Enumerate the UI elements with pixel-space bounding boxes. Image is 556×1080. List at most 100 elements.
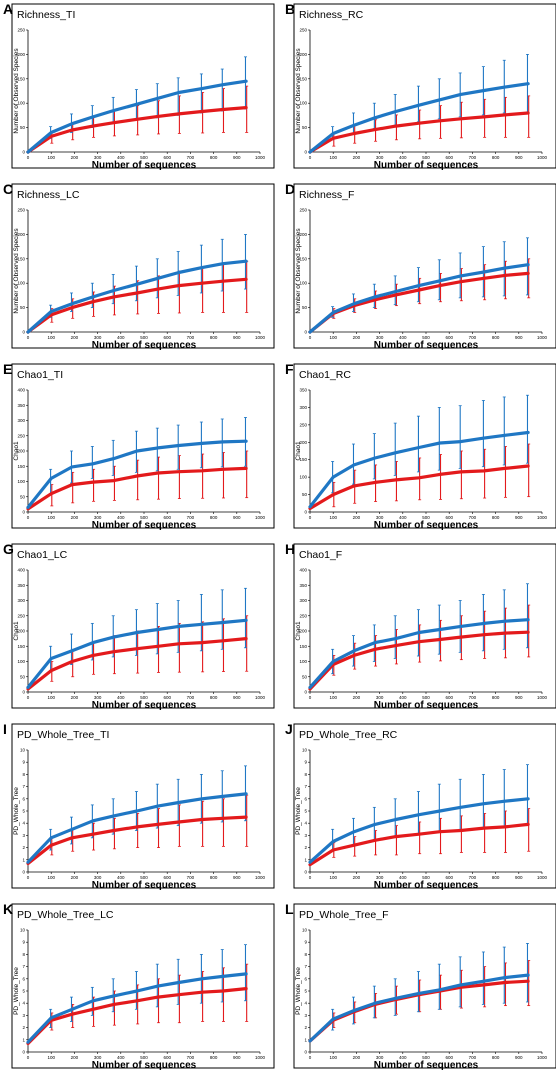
x-tick-label: 500 — [140, 155, 148, 160]
y-tick-label: 150 — [299, 644, 307, 649]
y-tick-label: 400 — [299, 568, 307, 573]
panel-c: C Richness_LC0 100 200 300 400 500 600 700 800 900… — [3, 181, 275, 351]
x-tick-label: 400 — [117, 515, 125, 520]
x-tick-label: 900 — [233, 875, 241, 880]
y-tick-label: 9 — [304, 940, 307, 945]
y-tick-label: 6 — [304, 976, 307, 981]
x-tick-label: 900 — [233, 155, 241, 160]
x-tick-label: 100 — [47, 515, 55, 520]
x-tick-label: 800 — [210, 155, 218, 160]
y-tick-label: 9 — [22, 760, 25, 765]
x-tick-label: 100 — [329, 875, 337, 880]
series-line-blue — [26, 439, 248, 509]
x-tick-label: 300 — [94, 695, 102, 700]
y-axis-label: Chao1 — [13, 621, 20, 641]
y-axis-label: PD_Whole_Tree — [295, 967, 302, 1015]
x-tick-label: 0 — [27, 155, 30, 160]
x-tick-label: 700 — [469, 155, 477, 160]
panel-letter: K — [3, 901, 13, 917]
panel-title: Chao1_LC — [17, 549, 68, 561]
y-tick-label: 100 — [17, 281, 25, 286]
panel-b: B Richness_RC0 100 200 300 400 500 600 700 800 900… — [285, 1, 556, 171]
x-tick-label: 0 — [309, 515, 312, 520]
x-tick-label: 200 — [71, 695, 79, 700]
y-tick-label: 200 — [299, 52, 307, 57]
series-line-red — [308, 464, 530, 511]
y-tick-label: 50 — [20, 494, 26, 499]
y-tick-label: 250 — [17, 613, 25, 618]
y-tick-label: 150 — [299, 76, 307, 81]
x-tick-label: 200 — [353, 155, 361, 160]
x-tick-label: 700 — [187, 155, 195, 160]
series-line-blue — [308, 263, 530, 334]
panel-title: Chao1_RC — [299, 369, 351, 381]
x-axis-label: Number of sequences — [92, 1060, 197, 1071]
panel-letter: H — [285, 541, 295, 557]
panel-frame — [293, 723, 556, 889]
x-tick-label: 200 — [353, 875, 361, 880]
y-tick-label: 8 — [304, 772, 307, 777]
x-tick-label: 0 — [27, 515, 30, 520]
y-tick-label: 250 — [17, 28, 25, 33]
x-tick-label: 1000 — [255, 335, 266, 340]
series-line-red — [26, 466, 248, 511]
x-tick-label: 1000 — [255, 695, 266, 700]
y-tick-label: 1 — [304, 857, 307, 862]
y-tick-label: 350 — [299, 583, 307, 588]
x-tick-label: 0 — [27, 1055, 30, 1060]
x-tick-label: 100 — [329, 515, 337, 520]
x-tick-label: 700 — [469, 1055, 477, 1060]
x-tick-label: 100 — [47, 335, 55, 340]
x-tick-label: 700 — [469, 335, 477, 340]
panel-i: I PD_Whole_Tree_TI0 100 200 300 400 500 600 700 8… — [3, 721, 275, 891]
x-tick-label: 500 — [140, 335, 148, 340]
x-tick-label: 0 — [309, 1055, 312, 1060]
x-tick-label: 400 — [117, 1055, 125, 1060]
y-tick-label: 400 — [17, 388, 25, 393]
x-tick-label: 400 — [117, 695, 125, 700]
y-tick-label: 6 — [22, 976, 25, 981]
x-tick-label: 400 — [399, 335, 407, 340]
panel-frame — [11, 903, 275, 1069]
y-tick-label: 8 — [22, 952, 25, 957]
panel-title: Richness_RC — [299, 9, 364, 21]
series-line-red — [308, 630, 530, 691]
x-tick-label: 300 — [376, 335, 384, 340]
series-line-red — [308, 271, 530, 334]
x-tick-label: 800 — [210, 335, 218, 340]
y-tick-label: 0 — [304, 870, 307, 875]
y-tick-label: 9 — [22, 940, 25, 945]
y-tick-label: 50 — [302, 305, 308, 310]
x-tick-label: 1000 — [537, 335, 548, 340]
x-tick-label: 900 — [233, 335, 241, 340]
y-tick-label: 8 — [22, 772, 25, 777]
y-tick-label: 0 — [22, 150, 25, 155]
x-tick-label: 700 — [469, 695, 477, 700]
panel-title: Richness_LC — [17, 189, 80, 201]
x-axis-label: Number of sequences — [374, 160, 479, 171]
y-tick-label: 100 — [299, 101, 307, 106]
panel-title: PD_Whole_Tree_LC — [17, 909, 114, 921]
series-line-blue — [26, 79, 248, 154]
y-tick-label: 150 — [299, 457, 307, 462]
y-tick-label: 7 — [304, 784, 307, 789]
x-tick-label: 500 — [422, 695, 430, 700]
x-tick-label: 400 — [117, 875, 125, 880]
y-tick-label: 50 — [20, 674, 26, 679]
y-axis-label: PD_Whole_Tree — [13, 967, 20, 1015]
x-tick-label: 700 — [187, 515, 195, 520]
x-tick-label: 800 — [492, 1055, 500, 1060]
y-tick-label: 150 — [17, 644, 25, 649]
x-tick-label: 100 — [329, 155, 337, 160]
x-tick-label: 0 — [27, 335, 30, 340]
y-tick-label: 250 — [17, 208, 25, 213]
y-tick-label: 3 — [304, 1013, 307, 1018]
x-tick-label: 900 — [515, 875, 523, 880]
y-tick-label: 0 — [22, 1050, 25, 1055]
series-line-blue — [26, 972, 248, 1044]
x-tick-label: 800 — [492, 695, 500, 700]
panel-frame — [293, 3, 556, 169]
series-line-blue — [308, 618, 530, 690]
y-tick-label: 0 — [304, 1050, 307, 1055]
y-axis-label: PD_Whole_Tree — [13, 787, 20, 835]
